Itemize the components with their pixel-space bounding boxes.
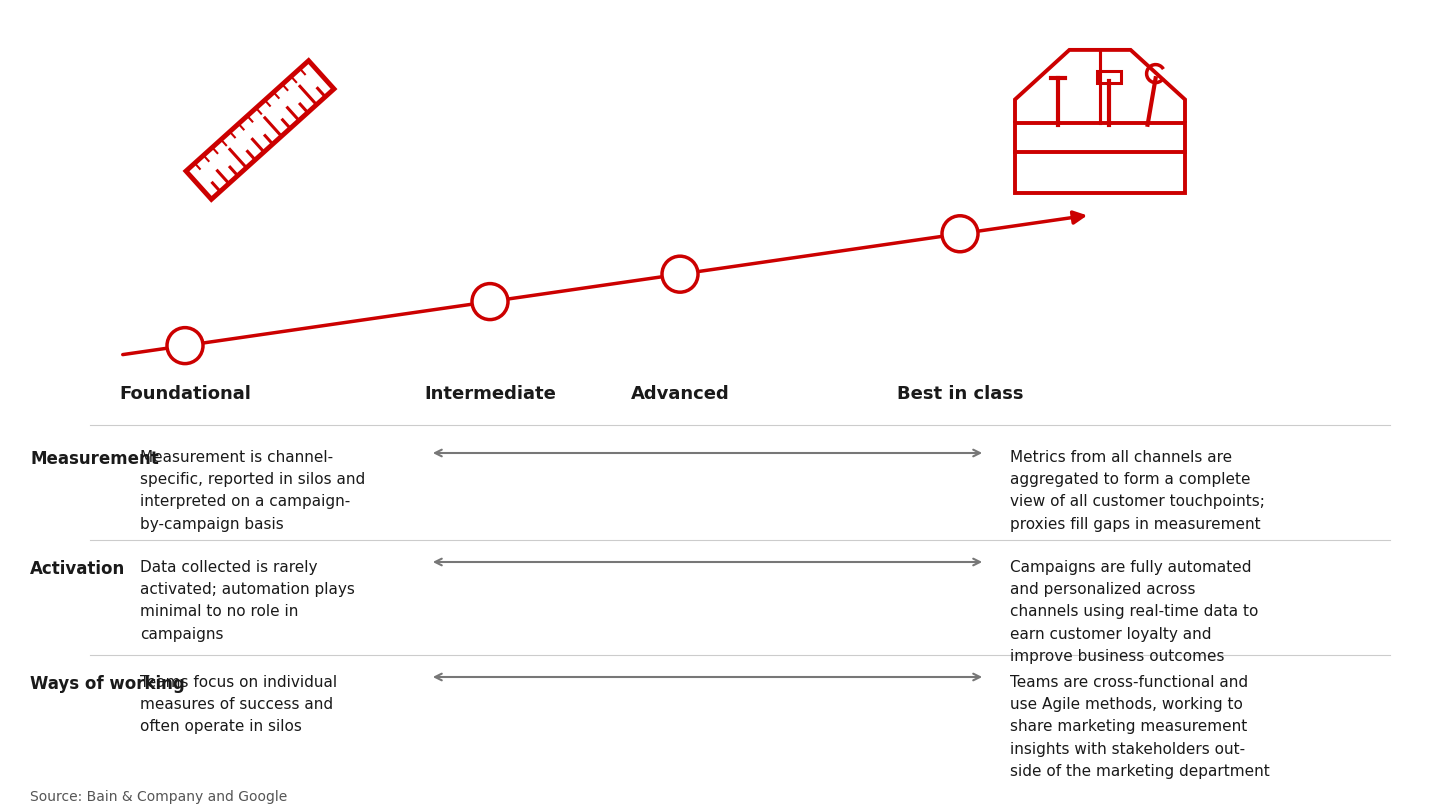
Text: Teams focus on individual
measures of success and
often operate in silos: Teams focus on individual measures of su… [140,675,337,735]
Text: Intermediate: Intermediate [423,385,556,403]
Ellipse shape [167,327,203,364]
Text: Measurement is channel-
specific, reported in silos and
interpreted on a campaig: Measurement is channel- specific, report… [140,450,366,531]
Ellipse shape [472,284,508,320]
Bar [1015,123,1185,193]
Text: Advanced: Advanced [631,385,730,403]
Text: Best in class: Best in class [897,385,1024,403]
Bar [186,61,334,199]
Text: Campaigns are fully automated
and personalized across
channels using real-time d: Campaigns are fully automated and person… [1009,560,1259,664]
Text: Data collected is rarely
activated; automation plays
minimal to no role in
campa: Data collected is rarely activated; auto… [140,560,354,642]
Text: Measurement: Measurement [30,450,158,468]
Text: Foundational: Foundational [120,385,251,403]
Text: Ways of working: Ways of working [30,675,184,693]
Text: Teams are cross-functional and
use Agile methods, working to
share marketing mea: Teams are cross-functional and use Agile… [1009,675,1270,778]
Text: Activation: Activation [30,560,125,578]
Ellipse shape [662,256,698,292]
Ellipse shape [942,215,978,252]
Bar [1096,70,1120,83]
Text: Metrics from all channels are
aggregated to form a complete
view of all customer: Metrics from all channels are aggregated… [1009,450,1264,531]
Text: Source: Bain & Company and Google: Source: Bain & Company and Google [30,790,287,804]
